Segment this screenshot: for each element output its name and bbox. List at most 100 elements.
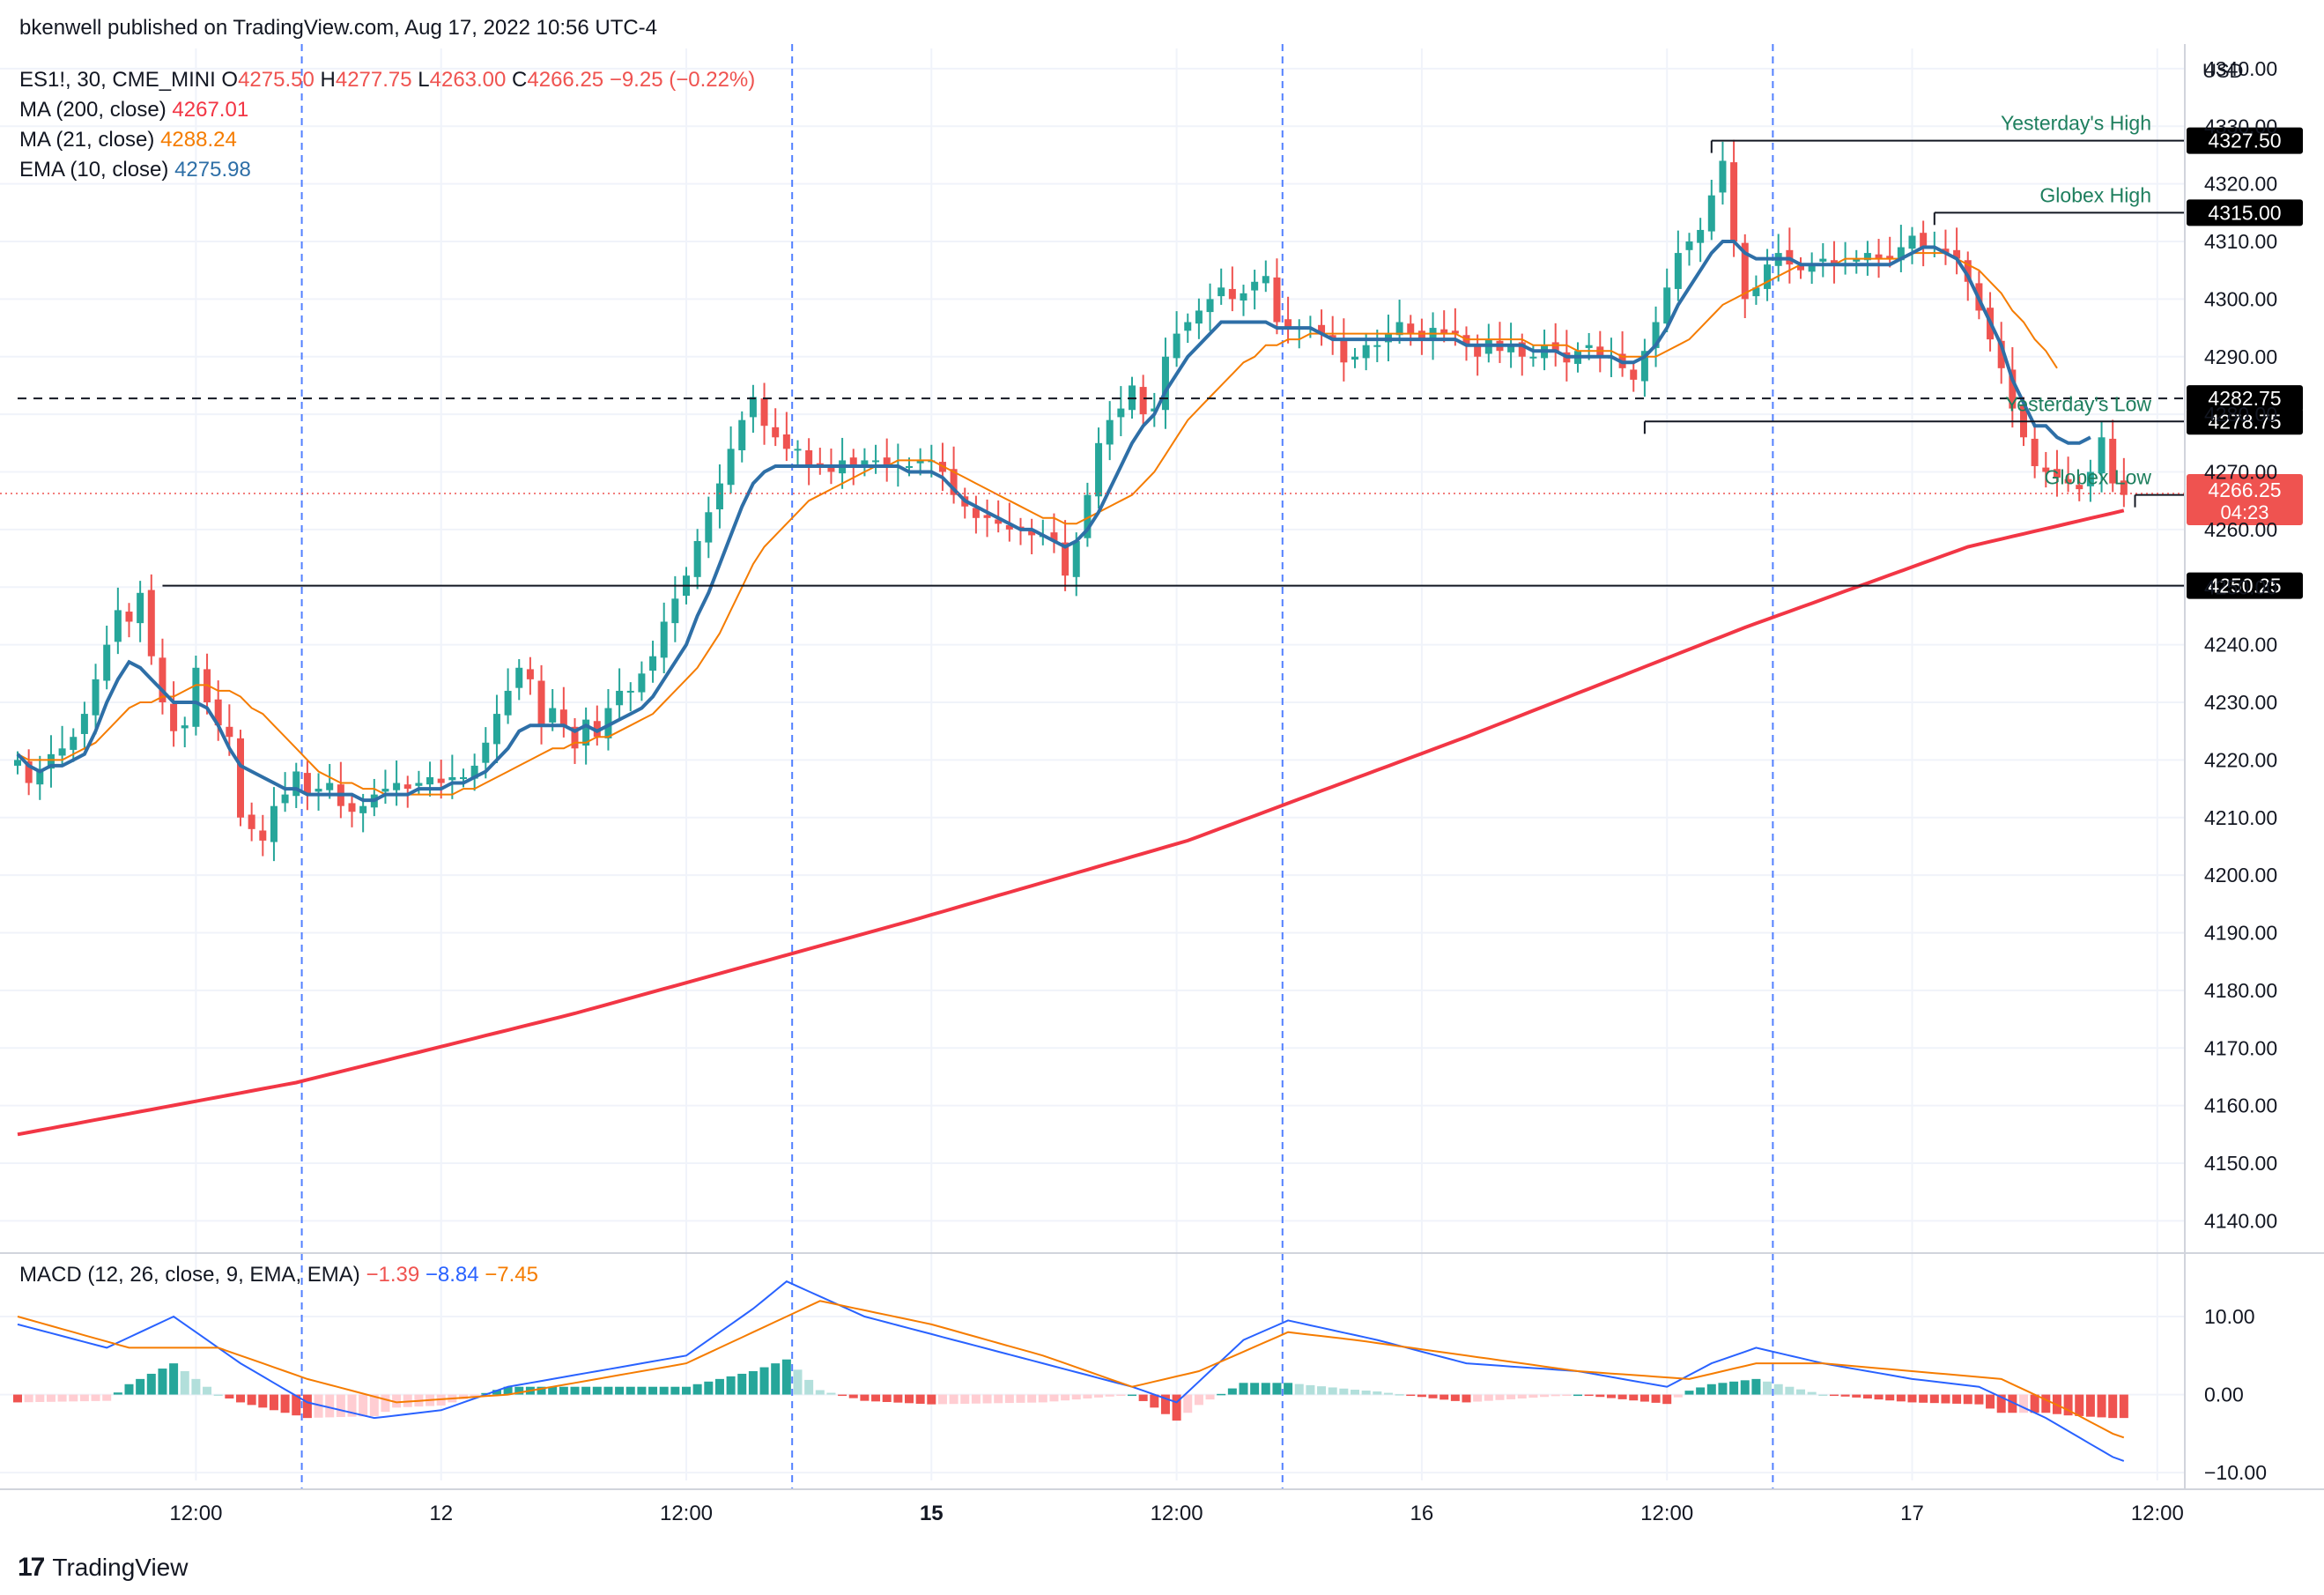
macd-histogram-bar [1373,1391,1382,1395]
ma200-line [17,508,2125,1137]
macd-histogram-bar [1194,1394,1203,1406]
candle-body [849,457,857,466]
candle-body [760,398,768,427]
macd-histogram-bar [1094,1394,1104,1398]
tradingview-brand[interactable]: 17 TradingView [18,1553,188,1583]
indicator-value: 4288.24 [160,128,237,152]
candle-body [159,657,167,703]
macd-histogram-bar [1528,1394,1538,1398]
candle-body [1395,322,1403,336]
macd-histogram-bar [1796,1389,1805,1395]
candle-body [883,457,891,466]
candle-body [693,540,701,577]
candle-body [604,708,612,738]
macd-histogram-bar [236,1394,245,1403]
indicator-value: 4275.98 [174,158,251,182]
price-tick-label: 4190.00 [2204,922,2277,945]
macd-histogram-bar [1150,1394,1159,1408]
macd-histogram-bar [1406,1394,1416,1397]
macd-histogram-bar [1540,1394,1550,1398]
candle-body [2120,480,2128,495]
macd-histogram-bar [1696,1387,1706,1395]
candle-body [237,738,244,818]
macd-histogram-bar [1172,1394,1181,1421]
macd-histogram-bar [994,1394,1003,1404]
candle-body [782,434,790,449]
last-price-tag [2187,474,2303,526]
macd-histogram-bar [1818,1394,1828,1397]
price-tick-label: 4310.00 [2204,230,2277,253]
candle-body [1028,530,1036,536]
candle-body [1218,287,1225,297]
candle-body [1663,287,1671,324]
price-tick-label: 4210.00 [2204,806,2277,829]
macd-histogram-bar [1328,1387,1337,1395]
candle-body [1507,345,1515,352]
macd-histogram-bar [169,1363,179,1395]
macd-tick-label: 0.00 [2204,1384,2244,1406]
macd-histogram-bar [1440,1394,1449,1400]
candle-body [125,612,133,622]
macd-histogram-bar [927,1394,936,1405]
macd-histogram-bar [2008,1394,2017,1413]
price-tick-label: 4280.00 [2204,403,2277,426]
macd-histogram-bar [1428,1394,1438,1398]
candle-body [1997,340,2005,368]
macd-histogram-bar [2063,1394,2073,1416]
candle-body [2076,485,2083,490]
time-tick-label: 12 [429,1502,453,1525]
macd-histogram-bar [124,1384,134,1395]
candle-body [25,761,33,783]
macd-histogram-bar [258,1394,268,1408]
macd-histogram-bar [871,1394,881,1402]
candle-body [482,742,490,763]
candle-body [1084,494,1092,538]
candle-body [1752,287,1760,297]
candle-body [1863,253,1871,261]
macd-histogram-bar [1205,1394,1215,1400]
macd-histogram-bar [369,1394,379,1416]
macd-histogram-bar [247,1394,256,1406]
candle-body [281,794,289,804]
macd-histogram-bar [559,1386,568,1395]
macd-histogram-bar [1751,1378,1761,1395]
candle-body [1273,277,1281,323]
macd-histogram-bar [2041,1394,2051,1413]
candle-body [303,773,311,795]
candle-body [772,427,780,438]
macd-histogram-bar [336,1394,345,1418]
ohlc-value: 4275.50 [238,68,320,92]
level-name: Globex Low [2045,466,2152,489]
publisher-line: bkenwell published on TradingView.com, A… [19,16,658,40]
macd-histogram-bar [1495,1394,1505,1400]
candles [14,139,2128,862]
macd-histogram-bar [1629,1394,1639,1401]
ma21-line [17,252,2058,796]
session-breaks [300,44,1774,1489]
price-tick-label: 4220.00 [2204,748,2277,771]
candle-body [1072,540,1080,577]
time-tick-label: 17 [1900,1502,1924,1525]
ema10-line [16,240,2091,803]
macd-histogram-bar [1227,1388,1237,1395]
macd-histogram-bar [1919,1394,1928,1403]
candle-body [1417,330,1425,340]
candle-body [1819,258,1827,262]
macd-histogram-bar [1584,1394,1594,1397]
level-price-tag [2187,127,2303,154]
macd-histogram-bar [1462,1394,1471,1403]
macd-histogram-bar [470,1394,479,1397]
macd-histogram-bar [714,1378,724,1395]
candle-body [292,771,300,797]
macd-histogram-bar [503,1386,513,1395]
candle-body [549,708,557,723]
candle-body [1719,160,1727,193]
macd-histogram-bar [1840,1394,1850,1397]
macd-histogram-bar [670,1386,680,1395]
candle-body [1551,342,1559,352]
macd-histogram-bar [314,1394,323,1418]
candle-body [582,719,590,746]
macd-histogram-bar [625,1386,635,1395]
